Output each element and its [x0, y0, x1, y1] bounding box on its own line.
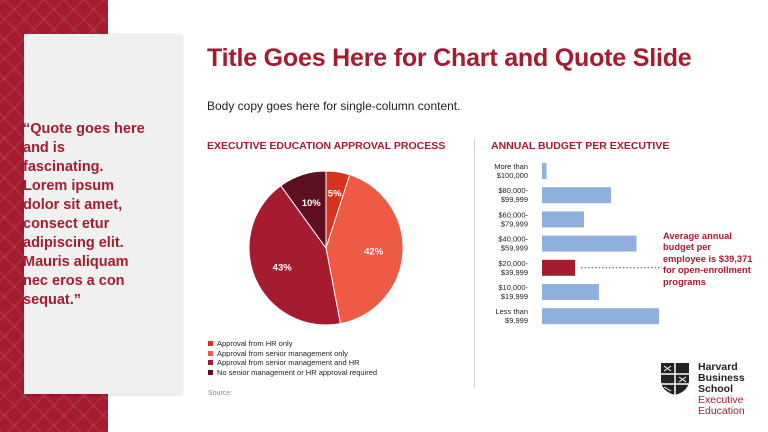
bar — [542, 235, 637, 252]
pie-chart-title: EXECUTIVE EDUCATION APPROVAL PROCESS — [207, 140, 446, 152]
column-divider — [474, 138, 475, 388]
legend-label: Approval from senior management and HR — [217, 358, 360, 368]
bar-category-label: $60,000-$79,999 — [498, 210, 528, 228]
pie-slice — [325, 174, 404, 325]
hbs-logo: Harvard Business School Executive Educat… — [660, 362, 745, 417]
bar — [542, 211, 584, 228]
bar-category-label: $20,000-$39,999 — [498, 259, 528, 277]
logo-line: Business — [698, 372, 745, 384]
legend-label: No senior management or HR approval requ… — [217, 367, 378, 377]
logo-line: Executive — [698, 394, 744, 406]
bar-chart: More than $100,000 $80,000-$99,999 $60,000-… — [494, 162, 662, 325]
pie-slice — [280, 170, 327, 250]
pie-slice — [248, 185, 342, 326]
bar — [542, 163, 547, 179]
bar — [542, 284, 599, 300]
legend-label: Approval from senior management only — [217, 348, 348, 358]
bar-category-label: $10,000-$19,999 — [498, 283, 528, 301]
source-label: Source: — [208, 390, 233, 397]
quote-card — [24, 34, 182, 394]
pie-slice-label: 42% — [364, 246, 384, 257]
legend-swatch — [208, 360, 213, 366]
bar-category-label: Less than $9,999 — [495, 307, 528, 325]
legend-swatch — [208, 350, 213, 356]
legend-swatch — [208, 341, 213, 347]
pie-slice-label: 10% — [302, 198, 322, 209]
quote-text: “Quote goes here and is fascinating. Lor… — [23, 121, 145, 308]
legend-swatch — [208, 369, 213, 375]
shield-logo-icon — [661, 363, 689, 395]
legend-item: No senior management or HR approval requ… — [208, 368, 377, 378]
pie-slice-label: 43% — [273, 262, 293, 273]
logo-line: Education — [698, 405, 745, 417]
pie-legend: Approval from HR only Approval from seni… — [208, 339, 377, 377]
pie-chart: 5% 42% 43% 10% — [248, 170, 404, 326]
bar — [542, 308, 659, 325]
legend-item: Approval from senior management only — [208, 349, 377, 359]
bar-category-label: $40,000-$59,999 — [498, 235, 528, 253]
slide-title: Title Goes Here for Chart and Quote Slid… — [207, 44, 692, 72]
hbs-wordmark: Harvard Business School Executive Educat… — [698, 362, 745, 417]
pie-slice-label: 5% — [328, 189, 342, 200]
bar-category-label: $80,000-$99,999 — [498, 186, 528, 204]
bar — [542, 187, 611, 204]
legend-label: Approval from HR only — [217, 339, 293, 349]
budget-annotation: Average annual budget per employee is $3… — [663, 231, 753, 287]
bar — [542, 259, 575, 276]
legend-item: Approval from senior management and HR — [208, 358, 377, 368]
bar-chart-title: ANNUAL BUDGET PER EXECUTIVE — [491, 140, 670, 152]
bar-category-label: More than $100,000 — [494, 162, 528, 180]
legend-item: Approval from HR only — [208, 339, 377, 349]
logo-line: Harvard — [698, 361, 738, 373]
logo-line: School — [698, 383, 734, 395]
body-copy: Body copy goes here for single-column co… — [207, 99, 461, 113]
